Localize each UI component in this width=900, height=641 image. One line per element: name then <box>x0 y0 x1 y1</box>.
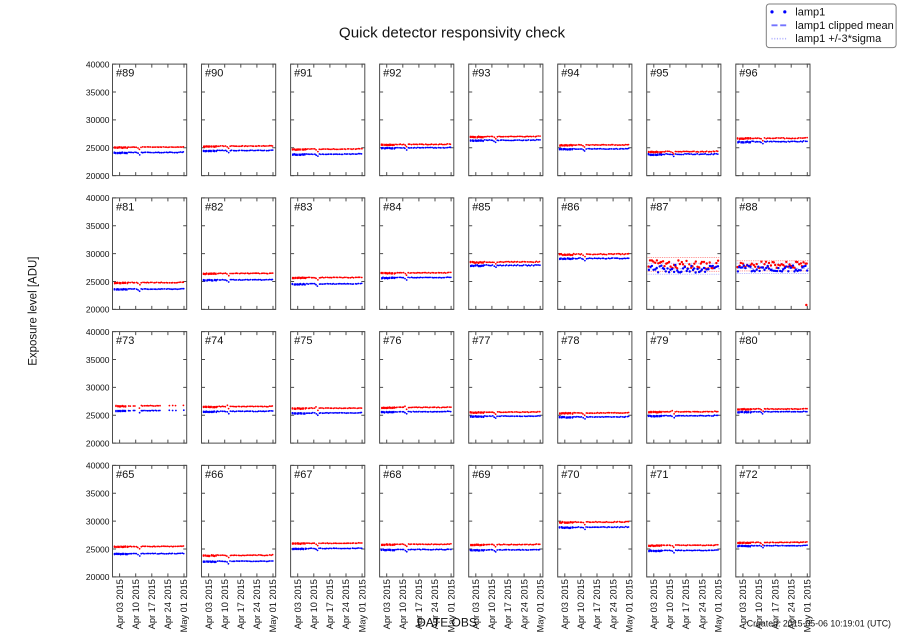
svg-text:40000: 40000 <box>86 193 110 203</box>
svg-text:#86: #86 <box>561 202 579 214</box>
svg-text:May 01 2015: May 01 2015 <box>357 579 367 632</box>
svg-text:#94: #94 <box>561 68 579 80</box>
svg-text:Apr 10 2015: Apr 10 2015 <box>665 579 675 629</box>
svg-text:Apr 03 2015: Apr 03 2015 <box>649 579 659 629</box>
svg-text:20000: 20000 <box>86 572 110 582</box>
svg-text:#87: #87 <box>650 202 668 214</box>
svg-text:#71: #71 <box>650 469 668 481</box>
svg-text:Apr 03 2015: Apr 03 2015 <box>560 579 570 629</box>
svg-text:25000: 25000 <box>86 411 110 421</box>
svg-text:#69: #69 <box>472 469 490 481</box>
svg-text:#81: #81 <box>116 202 134 214</box>
svg-text:May 01 2015: May 01 2015 <box>535 579 545 632</box>
svg-text:Apr 17 2015: Apr 17 2015 <box>681 579 691 629</box>
svg-text:#85: #85 <box>472 202 490 214</box>
svg-text:#75: #75 <box>294 335 312 347</box>
svg-text:Apr 10 2015: Apr 10 2015 <box>487 579 497 629</box>
svg-text:#92: #92 <box>383 68 401 80</box>
svg-text:#65: #65 <box>116 469 134 481</box>
svg-text:Exposure level [ADU]: Exposure level [ADU] <box>28 257 40 366</box>
svg-text:Apr 10 2015: Apr 10 2015 <box>398 579 408 629</box>
svg-text:#80: #80 <box>739 335 757 347</box>
svg-text:40000: 40000 <box>86 59 110 69</box>
svg-text:#88: #88 <box>739 202 757 214</box>
svg-text:40000: 40000 <box>86 461 110 471</box>
svg-text:35000: 35000 <box>86 87 110 97</box>
svg-text:25000: 25000 <box>86 544 110 554</box>
svg-text:#78: #78 <box>561 335 579 347</box>
svg-text:May 01 2015: May 01 2015 <box>624 579 634 632</box>
svg-text:#95: #95 <box>650 68 668 80</box>
svg-text:Created: 2015-05-06 10:19:01 (: Created: 2015-05-06 10:19:01 (UTC) <box>747 618 891 628</box>
svg-text:Apr 03 2015: Apr 03 2015 <box>293 579 303 629</box>
svg-text:Apr 17 2015: Apr 17 2015 <box>770 579 780 629</box>
svg-text:#91: #91 <box>294 68 312 80</box>
svg-text:Apr 24 2015: Apr 24 2015 <box>163 579 173 629</box>
svg-text:Apr 24 2015: Apr 24 2015 <box>252 579 262 629</box>
svg-text:#73: #73 <box>116 335 134 347</box>
svg-text:#82: #82 <box>205 202 223 214</box>
svg-text:#74: #74 <box>205 335 223 347</box>
svg-text:Apr 24 2015: Apr 24 2015 <box>697 579 707 629</box>
svg-text:May 01 2015: May 01 2015 <box>803 579 813 632</box>
svg-text:#66: #66 <box>205 469 223 481</box>
svg-text:20000: 20000 <box>86 438 110 448</box>
svg-text:#70: #70 <box>561 469 579 481</box>
svg-text:Apr 24 2015: Apr 24 2015 <box>608 579 618 629</box>
svg-text:Quick detector responsivity ch: Quick detector responsivity check <box>339 24 566 41</box>
svg-text:Apr 17 2015: Apr 17 2015 <box>414 579 424 629</box>
svg-text:Apr 17 2015: Apr 17 2015 <box>592 579 602 629</box>
svg-text:20000: 20000 <box>86 171 110 181</box>
svg-text:lamp1 clipped mean: lamp1 clipped mean <box>795 20 893 32</box>
svg-text:Apr 10 2015: Apr 10 2015 <box>309 579 319 629</box>
svg-text:35000: 35000 <box>86 489 110 499</box>
svg-text:#77: #77 <box>472 335 490 347</box>
svg-text:Apr 24 2015: Apr 24 2015 <box>430 579 440 629</box>
svg-text:Apr 17 2015: Apr 17 2015 <box>236 579 246 629</box>
svg-text:May 01 2015: May 01 2015 <box>446 579 456 632</box>
svg-text:May 01 2015: May 01 2015 <box>179 579 189 632</box>
svg-text:30000: 30000 <box>86 249 110 259</box>
svg-text:Apr 03 2015: Apr 03 2015 <box>204 579 214 629</box>
svg-text:#68: #68 <box>383 469 401 481</box>
svg-text:#89: #89 <box>116 68 134 80</box>
svg-text:35000: 35000 <box>86 355 110 365</box>
svg-text:lamp1: lamp1 <box>795 6 825 18</box>
svg-text:Apr 03 2015: Apr 03 2015 <box>115 579 125 629</box>
svg-text:May 01 2015: May 01 2015 <box>268 579 278 632</box>
svg-text:20000: 20000 <box>86 305 110 315</box>
svg-text:DATE OBS: DATE OBS <box>417 616 477 630</box>
svg-text:lamp1 +/-3*sigma: lamp1 +/-3*sigma <box>795 33 882 45</box>
svg-text:30000: 30000 <box>86 383 110 393</box>
svg-text:#67: #67 <box>294 469 312 481</box>
svg-text:Apr 17 2015: Apr 17 2015 <box>503 579 513 629</box>
svg-text:25000: 25000 <box>86 143 110 153</box>
svg-text:Apr 10 2015: Apr 10 2015 <box>576 579 586 629</box>
svg-text:30000: 30000 <box>86 115 110 125</box>
svg-text:Apr 24 2015: Apr 24 2015 <box>519 579 529 629</box>
svg-text:Apr 24 2015: Apr 24 2015 <box>786 579 796 629</box>
svg-text:Apr 10 2015: Apr 10 2015 <box>131 579 141 629</box>
svg-text:Apr 10 2015: Apr 10 2015 <box>220 579 230 629</box>
svg-text:Apr 03 2015: Apr 03 2015 <box>382 579 392 629</box>
svg-text:Apr 17 2015: Apr 17 2015 <box>325 579 335 629</box>
svg-text:Apr 03 2015: Apr 03 2015 <box>738 579 748 629</box>
svg-text:Apr 17 2015: Apr 17 2015 <box>147 579 157 629</box>
svg-text:May 01 2015: May 01 2015 <box>713 579 723 632</box>
svg-text:Apr 03 2015: Apr 03 2015 <box>471 579 481 629</box>
svg-text:25000: 25000 <box>86 277 110 287</box>
svg-text:30000: 30000 <box>86 516 110 526</box>
svg-text:#93: #93 <box>472 68 490 80</box>
svg-text:Apr 10 2015: Apr 10 2015 <box>754 579 764 629</box>
svg-text:#72: #72 <box>739 469 757 481</box>
svg-text:#79: #79 <box>650 335 668 347</box>
svg-text:Apr 24 2015: Apr 24 2015 <box>341 579 351 629</box>
svg-text:#84: #84 <box>383 202 401 214</box>
svg-text:#83: #83 <box>294 202 312 214</box>
svg-text:#90: #90 <box>205 68 223 80</box>
svg-text:#76: #76 <box>383 335 401 347</box>
svg-text:#96: #96 <box>739 68 757 80</box>
svg-text:40000: 40000 <box>86 327 110 337</box>
svg-text:35000: 35000 <box>86 221 110 231</box>
